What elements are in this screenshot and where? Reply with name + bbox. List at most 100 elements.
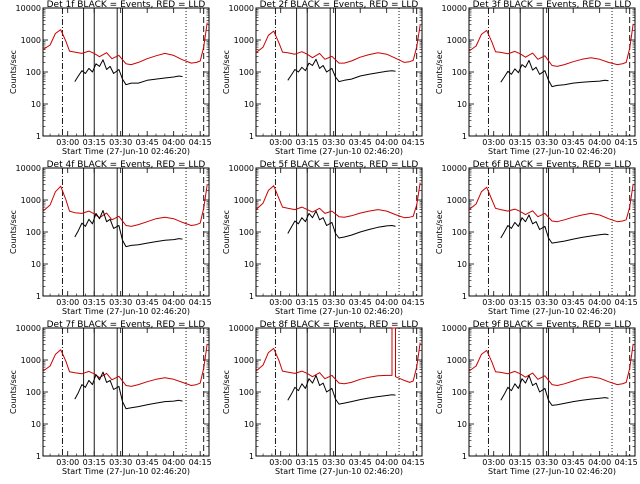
- panel-title: Det 4f BLACK = Events, RED = LLD: [47, 160, 206, 170]
- y-tick-label: 1000: [234, 356, 254, 365]
- x-tick-label: 04:00: [375, 458, 398, 467]
- y-tick-label: 1000: [21, 36, 41, 45]
- x-axis-label: Start Time (27-Jun-10 02:46:20): [275, 307, 403, 316]
- y-axis-label: Counts/sec: [9, 210, 18, 254]
- x-tick-label: 03:45: [136, 138, 159, 147]
- y-tick-label: 10: [244, 260, 254, 269]
- y-tick-label: 1: [462, 452, 467, 461]
- x-axis-label: Start Time (27-Jun-10 02:46:20): [488, 147, 616, 156]
- y-tick-label: 100: [239, 388, 254, 397]
- x-tick-label: 03:00: [56, 138, 79, 147]
- x-tick-label: 03:15: [296, 458, 319, 467]
- series-events-line: [500, 374, 609, 406]
- x-tick-label: 03:15: [83, 458, 106, 467]
- series-lld-line: [42, 22, 208, 66]
- x-tick-label: 04:00: [588, 138, 611, 147]
- x-tick-label: 03:45: [136, 298, 159, 307]
- x-tick-label: 04:00: [162, 298, 185, 307]
- y-tick-label: 10: [457, 260, 467, 269]
- series-lld-line: [255, 182, 421, 219]
- panel-det-1: Det 1f BLACK = Events, RED = LLD 1 10 100 10…: [9, 0, 212, 156]
- x-axis-label: Start Time (27-Jun-10 02:46:20): [62, 467, 190, 476]
- x-tick-label: 03:30: [535, 298, 558, 307]
- x-tick-label: 04:15: [402, 298, 425, 307]
- y-tick-label: 10000: [442, 164, 467, 173]
- x-tick-label: 03:30: [535, 458, 558, 467]
- y-tick-label: 10000: [16, 324, 41, 333]
- y-axis-label: Counts/sec: [9, 370, 18, 414]
- x-tick-label: 04:00: [375, 298, 398, 307]
- plot-frame: [42, 167, 210, 297]
- x-tick-label: 03:45: [349, 138, 372, 147]
- plot-frame: [255, 7, 423, 137]
- panel-det-2: Det 2f BLACK = Events, RED = LLD 1 10 100 10…: [222, 0, 425, 156]
- y-axis-label: Counts/sec: [435, 50, 444, 94]
- y-tick-label: 1000: [447, 36, 467, 45]
- y-axis-label: Counts/sec: [435, 370, 444, 414]
- y-tick-label: 10000: [229, 4, 254, 13]
- series-events-line: [287, 58, 396, 83]
- y-tick-label: 10000: [16, 164, 41, 173]
- panel-title: Det 2f BLACK = Events, RED = LLD: [260, 0, 419, 10]
- panel-title: Det 7f BLACK = Events, RED = LLD: [47, 320, 206, 330]
- y-tick-label: 10: [244, 420, 254, 429]
- y-tick-label: 100: [239, 228, 254, 237]
- plot-frame: [468, 167, 636, 297]
- y-tick-label: 10: [31, 100, 41, 109]
- x-tick-label: 04:15: [189, 138, 212, 147]
- x-tick-label: 04:15: [189, 298, 212, 307]
- y-tick-label: 10: [31, 260, 41, 269]
- x-tick-label: 03:00: [269, 298, 292, 307]
- y-axis-label: Counts/sec: [222, 370, 231, 414]
- x-tick-label: 03:00: [269, 458, 292, 467]
- panel-det-7: Det 7f BLACK = Events, RED = LLD 1 10 100 10…: [9, 320, 212, 476]
- panel-title: Det 5f BLACK = Events, RED = LLD: [260, 160, 419, 170]
- series-events-line: [500, 214, 609, 244]
- plot-frame: [468, 7, 636, 137]
- y-tick-label: 1: [249, 132, 254, 141]
- y-tick-label: 10000: [442, 4, 467, 13]
- y-tick-label: 1: [462, 292, 467, 301]
- y-tick-label: 1: [249, 452, 254, 461]
- y-tick-label: 100: [239, 68, 254, 77]
- x-tick-label: 03:30: [322, 298, 345, 307]
- x-tick-label: 03:45: [349, 458, 372, 467]
- panel-title: Det 9f BLACK = Events, RED = LLD: [473, 320, 632, 330]
- series-events-line: [74, 210, 183, 248]
- series-events-line: [74, 59, 183, 86]
- x-tick-label: 04:00: [588, 298, 611, 307]
- y-tick-label: 100: [26, 228, 41, 237]
- x-tick-label: 04:00: [588, 458, 611, 467]
- panel-title: Det 8f BLACK = Events, RED = LLD: [260, 320, 419, 330]
- y-tick-label: 100: [452, 228, 467, 237]
- x-tick-label: 04:00: [162, 138, 185, 147]
- x-tick-label: 03:00: [482, 138, 505, 147]
- x-tick-label: 03:30: [109, 138, 132, 147]
- x-tick-label: 03:45: [562, 298, 585, 307]
- x-axis-label: Start Time (27-Jun-10 02:46:20): [488, 307, 616, 316]
- y-tick-label: 1: [36, 132, 41, 141]
- y-tick-label: 1000: [21, 196, 41, 205]
- x-tick-label: 04:00: [162, 458, 185, 467]
- x-tick-label: 03:15: [83, 138, 106, 147]
- plot-frame: [255, 327, 423, 457]
- x-tick-label: 03:15: [509, 138, 532, 147]
- x-tick-label: 03:00: [56, 458, 79, 467]
- panel-det-6: Det 6f BLACK = Events, RED = LLD 1 10 100 10…: [435, 160, 638, 316]
- x-tick-label: 03:45: [562, 458, 585, 467]
- panel-title: Det 6f BLACK = Events, RED = LLD: [473, 160, 632, 170]
- y-tick-label: 1000: [234, 196, 254, 205]
- plot-frame: [255, 167, 423, 297]
- x-tick-label: 03:15: [509, 298, 532, 307]
- x-tick-label: 03:15: [296, 298, 319, 307]
- series-events-line: [500, 59, 609, 88]
- panel-title: Det 3f BLACK = Events, RED = LLD: [473, 0, 632, 10]
- series-events-line: [287, 210, 396, 239]
- y-axis-label: Counts/sec: [435, 210, 444, 254]
- x-tick-label: 03:45: [349, 298, 372, 307]
- series-events-line: [74, 371, 183, 410]
- panel-det-4: Det 4f BLACK = Events, RED = LLD 1 10 100 10…: [9, 160, 212, 316]
- series-lld-line: [468, 183, 634, 223]
- x-tick-label: 03:00: [269, 138, 292, 147]
